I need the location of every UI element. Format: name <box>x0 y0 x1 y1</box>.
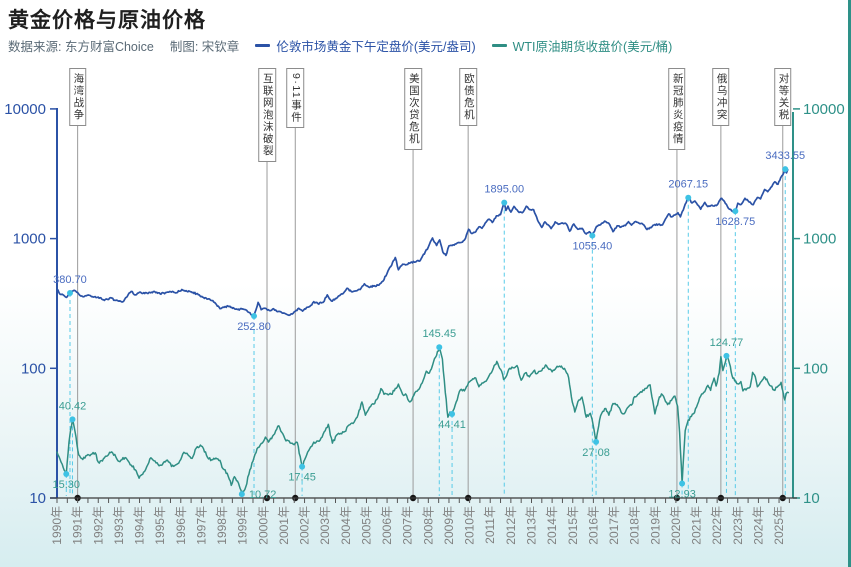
page-right-border <box>848 0 851 567</box>
price-marker-dot[interactable] <box>679 480 686 487</box>
x-axis-year-label: 2008年 <box>421 506 435 545</box>
price-marker-dot[interactable] <box>449 411 456 418</box>
x-axis-year-label: 2005年 <box>359 506 373 545</box>
price-marker-label: 15.30 <box>53 479 81 491</box>
x-axis-year-label: 2003年 <box>318 506 332 545</box>
x-axis-year-label: 2018年 <box>628 506 642 545</box>
x-axis-year-label: 2012年 <box>504 506 518 545</box>
price-marker-dot[interactable] <box>251 313 258 320</box>
price-marker-dot[interactable] <box>593 438 600 445</box>
x-axis-year-label: 1997年 <box>194 506 208 545</box>
x-axis-year-label: 2023年 <box>731 506 745 545</box>
x-axis-year-label: 1991年 <box>71 506 85 545</box>
price-marker-dot[interactable] <box>685 194 692 201</box>
price-marker-label: 252.80 <box>237 321 271 333</box>
x-axis-year-label: 2001年 <box>277 506 291 545</box>
price-marker-dot[interactable] <box>299 463 306 470</box>
x-axis-year-label: 2009年 <box>442 506 456 545</box>
x-axis-year-label: 2019年 <box>648 506 662 545</box>
price-marker-label: 44.41 <box>438 419 466 431</box>
price-marker-label: 40.42 <box>59 400 87 412</box>
price-marker-dot[interactable] <box>723 352 730 359</box>
x-axis-year-label: 2000年 <box>256 506 270 545</box>
oil-legend-label: WTI原油期货收盘价(美元/桶) <box>512 40 673 54</box>
gold-price-line[interactable] <box>56 168 789 317</box>
legend-item-gold[interactable]: 伦敦市场黄金下午定盘价(美元/盎司) <box>255 36 476 55</box>
x-axis-year-label: 2011年 <box>483 506 497 544</box>
x-axis-year-label: 2002年 <box>298 506 312 545</box>
left-axis-label: 10000 <box>4 101 46 118</box>
x-axis-year-label: 2004年 <box>339 506 353 545</box>
x-axis-year-label: 2025年 <box>772 506 786 545</box>
x-axis-year-label: 1998年 <box>215 506 229 545</box>
author-label: 制图: 宋钦章 <box>169 40 240 54</box>
price-marker-label: 1895.00 <box>484 184 524 196</box>
price-marker-dot[interactable] <box>66 289 73 296</box>
price-marker-label: 3433.55 <box>765 150 805 162</box>
x-axis-year-label: 2024年 <box>751 506 765 545</box>
x-axis-year-label: 1993年 <box>112 506 126 545</box>
oil-legend-dash-icon <box>491 44 507 47</box>
left-axis-label: 10 <box>29 490 46 507</box>
x-axis-year-label: 1996年 <box>174 506 188 545</box>
x-axis-year-label: 1999年 <box>236 506 250 545</box>
gold-legend-dash-icon <box>255 44 271 47</box>
price-marker-label: 27.08 <box>582 447 610 459</box>
x-axis-year-label: 2014年 <box>545 506 559 545</box>
x-axis-year-label: 2022年 <box>710 506 724 545</box>
x-axis-year-label: 2013年 <box>524 506 538 545</box>
legend-item-oil[interactable]: WTI原油期货收盘价(美元/桶) <box>491 36 673 55</box>
x-axis-year-label: 2020年 <box>669 506 683 545</box>
price-marker-dot[interactable] <box>589 232 596 239</box>
x-axis-year-label: 2021年 <box>690 506 704 545</box>
price-marker-dot[interactable] <box>238 491 245 498</box>
x-axis-year-label: 2016年 <box>586 506 600 545</box>
x-axis-year-label: 2007年 <box>401 506 415 545</box>
right-axis-label: 100 <box>803 360 828 377</box>
price-marker-label: 12.93 <box>668 489 696 501</box>
price-marker-dot[interactable] <box>63 471 70 478</box>
price-marker-dot[interactable] <box>782 166 789 173</box>
oil-price-line[interactable] <box>56 346 790 495</box>
price-marker-label: 145.45 <box>422 328 456 340</box>
price-marker-label: 1628.75 <box>715 216 755 228</box>
data-source-label: 数据来源: 东方财富Choice <box>8 40 154 54</box>
page-title: 黄金价格与原油价格 <box>8 9 206 32</box>
price-marker-label: 2067.15 <box>668 179 708 191</box>
x-axis-year-label: 1994年 <box>133 506 147 545</box>
price-marker-dot[interactable] <box>732 208 739 215</box>
price-marker-dot[interactable] <box>69 416 76 423</box>
price-marker-label: 10.72 <box>249 489 277 501</box>
x-axis-year-label: 1995年 <box>153 506 167 545</box>
right-axis-label: 10000 <box>803 101 845 118</box>
x-axis-year-label: 2015年 <box>566 506 580 545</box>
x-axis-year-label: 2006年 <box>380 506 394 545</box>
x-axis-year-label: 2017年 <box>607 506 621 545</box>
price-marker-label: 124.77 <box>710 337 744 349</box>
x-axis-year-label: 2010年 <box>463 506 477 545</box>
left-axis-label: 100 <box>21 360 46 377</box>
gold-legend-label: 伦敦市场黄金下午定盘价(美元/盎司) <box>276 40 476 54</box>
price-marker-label: 17.45 <box>288 472 316 484</box>
x-axis-year-label: 1992年 <box>91 506 105 545</box>
x-axis-year-label: 1990年 <box>50 506 64 545</box>
price-marker-dot[interactable] <box>436 344 443 351</box>
right-axis-label: 10 <box>803 490 820 507</box>
price-marker-dot[interactable] <box>501 199 508 206</box>
meta-row: 数据来源: 东方财富Choice 制图: 宋钦章 伦敦市场黄金下午定盘价(美元/… <box>8 36 672 55</box>
left-axis-label: 1000 <box>13 231 46 248</box>
price-marker-label: 1055.40 <box>572 241 612 253</box>
right-axis-label: 1000 <box>803 231 836 248</box>
price-marker-label: 380.70 <box>53 274 87 286</box>
